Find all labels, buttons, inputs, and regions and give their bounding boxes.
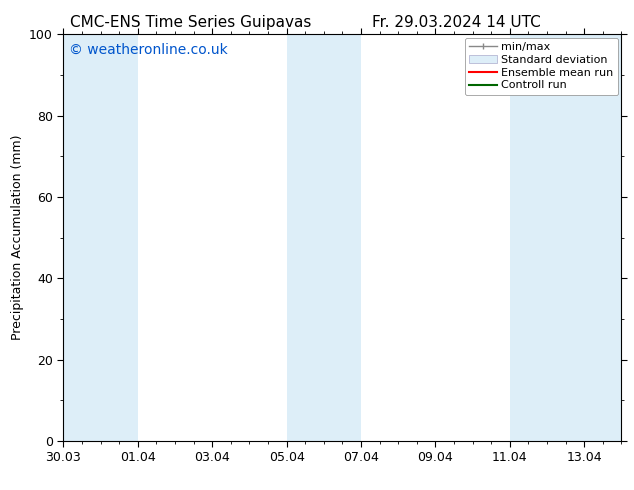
- Legend: min/max, Standard deviation, Ensemble mean run, Controll run: min/max, Standard deviation, Ensemble me…: [465, 38, 618, 95]
- Text: © weatheronline.co.uk: © weatheronline.co.uk: [69, 43, 228, 56]
- Text: CMC-ENS Time Series Guipavas: CMC-ENS Time Series Guipavas: [70, 15, 311, 30]
- Bar: [287, 34, 361, 441]
- Bar: [63, 34, 138, 441]
- Bar: [510, 34, 621, 441]
- Text: Fr. 29.03.2024 14 UTC: Fr. 29.03.2024 14 UTC: [372, 15, 541, 30]
- Y-axis label: Precipitation Accumulation (mm): Precipitation Accumulation (mm): [11, 135, 23, 341]
